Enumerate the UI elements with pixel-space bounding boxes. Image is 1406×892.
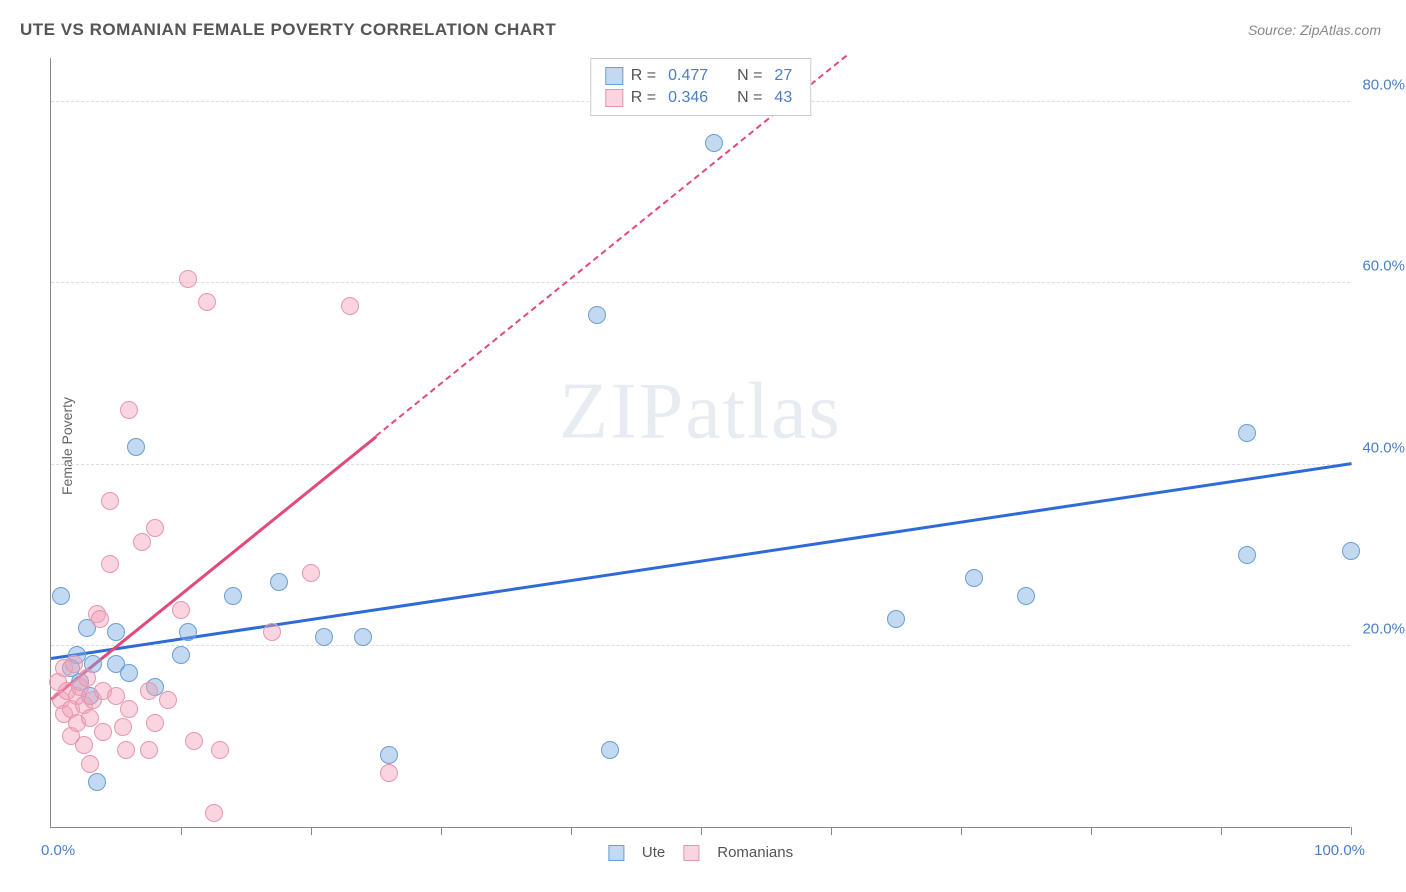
y-tick-label: 20.0% (1362, 620, 1405, 637)
data-point (887, 610, 905, 628)
data-point (140, 682, 158, 700)
data-point (185, 732, 203, 750)
correlation-legend: R = 0.477 N = 27 R = 0.346 N = 43 (590, 58, 811, 116)
x-axis-min-label: 0.0% (41, 842, 75, 859)
chart-container: UTE VS ROMANIAN FEMALE POVERTY CORRELATI… (0, 0, 1406, 892)
data-point (1017, 587, 1035, 605)
data-point (75, 736, 93, 754)
data-point (179, 623, 197, 641)
data-point (146, 714, 164, 732)
y-tick-label: 80.0% (1362, 77, 1405, 94)
data-point (198, 293, 216, 311)
data-point (146, 519, 164, 537)
x-tick (701, 827, 702, 835)
data-point (114, 718, 132, 736)
legend-swatch (605, 67, 623, 85)
source-label: Source: ZipAtlas.com (1248, 22, 1381, 38)
legend-series-label: Romanians (717, 844, 793, 861)
data-point (205, 804, 223, 822)
x-tick (1091, 827, 1092, 835)
data-point (179, 270, 197, 288)
x-tick (571, 827, 572, 835)
data-point (127, 438, 145, 456)
legend-n-value: 27 (774, 67, 792, 85)
legend-r-label: R = (631, 67, 656, 85)
data-point (1238, 546, 1256, 564)
legend-n-label: N = (737, 89, 762, 107)
legend-series-label: Ute (642, 844, 665, 861)
data-point (1342, 542, 1360, 560)
watermark: ZIPatlas (559, 366, 842, 457)
x-tick (441, 827, 442, 835)
y-tick-label: 40.0% (1362, 439, 1405, 456)
legend-swatch (608, 845, 624, 861)
data-point (270, 573, 288, 591)
data-point (81, 755, 99, 773)
legend-r-label: R = (631, 89, 656, 107)
legend-row: R = 0.477 N = 27 (605, 65, 796, 87)
data-point (88, 773, 106, 791)
data-point (94, 723, 112, 741)
x-tick (311, 827, 312, 835)
legend-n-label: N = (737, 67, 762, 85)
data-point (1238, 424, 1256, 442)
x-tick (961, 827, 962, 835)
x-axis-max-label: 100.0% (1314, 842, 1365, 859)
legend-r-value: 0.346 (668, 89, 708, 107)
data-point (705, 134, 723, 152)
x-tick (1351, 827, 1352, 835)
data-point (172, 646, 190, 664)
data-point (263, 623, 281, 641)
legend-n-value: 43 (774, 89, 792, 107)
data-point (101, 555, 119, 573)
legend-swatch (683, 845, 699, 861)
data-point (78, 669, 96, 687)
plot-area: ZIPatlas 0.0% 100.0% 20.0%40.0%60.0%80.0… (50, 58, 1350, 828)
data-point (380, 764, 398, 782)
y-tick-label: 60.0% (1362, 258, 1405, 275)
data-point (107, 623, 125, 641)
data-point (224, 587, 242, 605)
x-tick (181, 827, 182, 835)
data-point (120, 700, 138, 718)
gridline (51, 464, 1350, 465)
data-point (601, 741, 619, 759)
data-point (101, 492, 119, 510)
data-point (211, 741, 229, 759)
data-point (52, 587, 70, 605)
data-point (315, 628, 333, 646)
data-point (117, 741, 135, 759)
x-tick (831, 827, 832, 835)
data-point (341, 297, 359, 315)
data-point (354, 628, 372, 646)
data-point (380, 746, 398, 764)
x-tick (1221, 827, 1222, 835)
chart-title: UTE VS ROMANIAN FEMALE POVERTY CORRELATI… (20, 20, 556, 40)
data-point (133, 533, 151, 551)
data-point (140, 741, 158, 759)
gridline (51, 645, 1350, 646)
data-point (159, 691, 177, 709)
data-point (120, 664, 138, 682)
legend-r-value: 0.477 (668, 67, 708, 85)
trendline-ute (51, 462, 1351, 659)
data-point (965, 569, 983, 587)
data-point (172, 601, 190, 619)
series-legend: Ute Romanians (608, 844, 793, 861)
gridline (51, 282, 1350, 283)
legend-swatch (605, 89, 623, 107)
legend-row: R = 0.346 N = 43 (605, 87, 796, 109)
data-point (91, 610, 109, 628)
data-point (588, 306, 606, 324)
data-point (302, 564, 320, 582)
data-point (120, 401, 138, 419)
